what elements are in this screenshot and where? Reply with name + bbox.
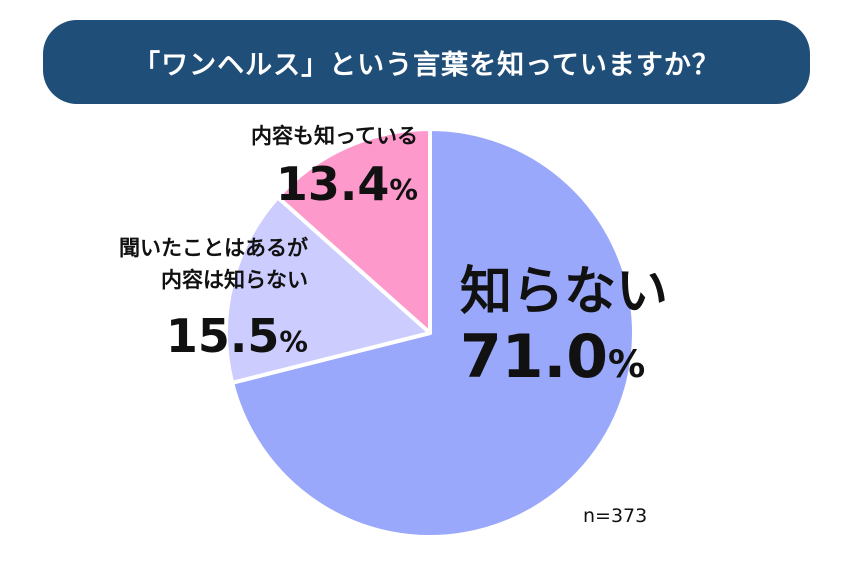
slice-label-0: 知らない: [460, 262, 669, 322]
title-banner: 「ワンヘルス」という言葉を知っていますか？: [43, 20, 810, 104]
slice-label-1-line-1: 聞いたことはあるが: [119, 236, 308, 260]
slice-kiita-kedo: [224, 195, 432, 385]
label-naiyoumo: 内容も知っている: [251, 120, 418, 152]
slice-unit-0: %: [608, 342, 646, 386]
slice-value-1: 15.5: [165, 309, 280, 363]
slice-shiranai: [230, 127, 636, 539]
slice-label-2: 内容も知っている: [251, 124, 418, 148]
slice-value-2: 13.4: [275, 157, 390, 211]
label-kiita: 聞いたことはあるが 内容は知らない: [119, 232, 308, 296]
pct-kiita: 15.5%: [166, 310, 308, 369]
pct-naiyoumo: 13.4%: [276, 158, 418, 217]
sample-size-label: n=373: [583, 505, 648, 527]
slice-unit-1: %: [279, 326, 308, 359]
slice-value-0: 71.0: [460, 322, 609, 392]
chart-title: 「ワンヘルス」という言葉を知っていますか？: [133, 49, 720, 81]
slice-naiyou-mo: [275, 127, 432, 335]
slice-label-1-line-2: 内容は知らない: [161, 268, 308, 292]
slice-unit-2: %: [389, 174, 418, 207]
label-shiranai: 知らない: [460, 262, 668, 322]
pct-shiranai: 71.0%: [460, 324, 645, 397]
